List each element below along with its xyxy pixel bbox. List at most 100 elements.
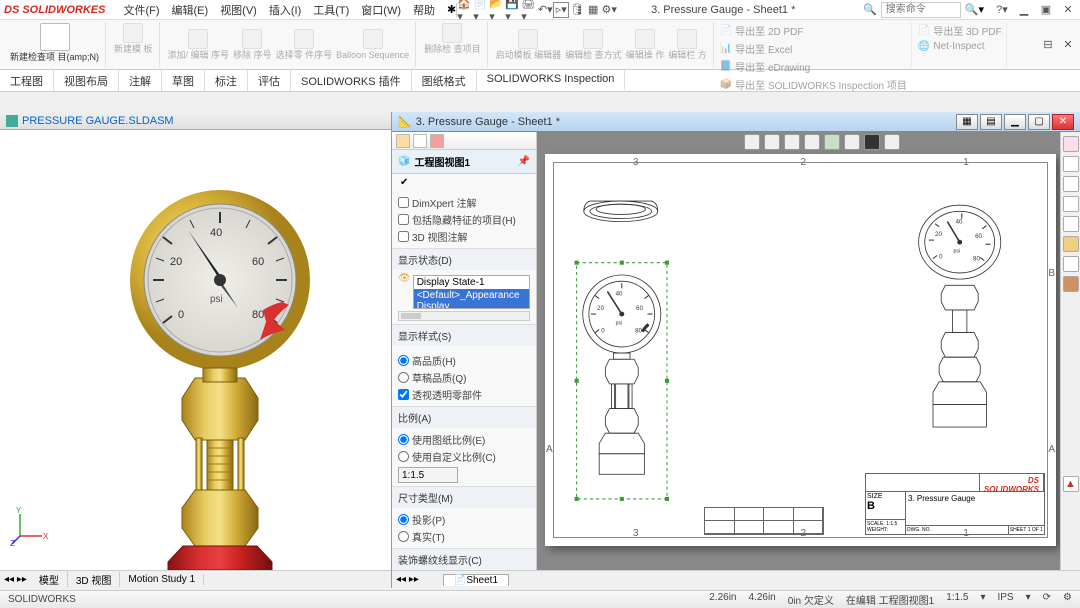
tab-3dview[interactable]: 3D 视图 (68, 572, 121, 587)
new-doc-icon[interactable]: 📄▾ (473, 2, 489, 18)
search-box[interactable]: 🔍 🔍▾ (863, 2, 984, 18)
ribbon-delete-inspection[interactable]: 删除检 查项目 (422, 22, 483, 55)
settings-icon[interactable]: ⚙▾ (601, 2, 617, 18)
tp-file-explorer-icon[interactable] (1063, 196, 1079, 212)
select-icon[interactable]: ▹▾ (553, 2, 569, 18)
tp-collapse-icon[interactable]: ▲ (1063, 476, 1079, 492)
hide-show-icon[interactable] (864, 134, 880, 150)
open-icon[interactable]: 📂▾ (489, 2, 505, 18)
tab-evaluate[interactable]: 评估 (248, 70, 291, 91)
pm-icon3[interactable] (430, 134, 444, 148)
tab-view-layout[interactable]: 视图布局 (54, 70, 119, 91)
ribbon-close-icon[interactable]: ✕ (1060, 37, 1076, 53)
tp-custom-props-icon[interactable] (1063, 256, 1079, 272)
menu-file[interactable]: 文件(F) (117, 2, 165, 18)
save-icon[interactable]: 💾▾ (505, 2, 521, 18)
status-scale: 1:1.5 (946, 592, 968, 607)
radio-draft[interactable] (398, 372, 409, 383)
radio-hq[interactable] (398, 355, 409, 366)
pm-icon1[interactable] (396, 134, 410, 148)
svg-text:40: 40 (956, 219, 963, 226)
menu-view[interactable]: 视图(V) (214, 2, 263, 18)
tp-appearances-icon[interactable] (1063, 236, 1079, 252)
menu-help[interactable]: 帮助 (407, 2, 441, 18)
restore-icon[interactable]: ▣ (1038, 2, 1054, 18)
view-triad[interactable]: Y X Z (10, 506, 50, 546)
svg-text:60: 60 (636, 305, 643, 312)
sheet-tab-1[interactable]: 📄Sheet1 (443, 574, 509, 586)
radio-true[interactable] (398, 531, 409, 542)
menu-window[interactable]: 窗口(W) (355, 2, 407, 18)
zoom-fit-icon[interactable] (744, 134, 760, 150)
ribbon-remove-balloon[interactable]: 移除 序号 (231, 28, 274, 61)
menu-insert[interactable]: 插入(I) (263, 2, 307, 18)
status-x: 2.26in (709, 592, 736, 607)
tp-resources-icon[interactable] (1063, 156, 1079, 172)
minimize-icon[interactable]: ▁ (1016, 2, 1032, 18)
prev-view-icon[interactable] (784, 134, 800, 150)
tab-annotation[interactable]: 注解 (119, 70, 162, 91)
chk-perspective[interactable] (398, 389, 409, 400)
menu-edit[interactable]: 编辑(E) (166, 2, 215, 18)
zoom-area-icon[interactable] (764, 134, 780, 150)
drawing-canvas[interactable]: 3 2 1 3 2 1 B A A (537, 132, 1080, 570)
help-icon[interactable]: ?▾ (994, 2, 1010, 18)
menu-tools[interactable]: 工具(T) (307, 2, 355, 18)
display-style-icon[interactable] (844, 134, 860, 150)
tab-model[interactable]: 模型 (31, 572, 68, 587)
ribbon-edit-method[interactable]: 编辑检 查方式 (563, 28, 624, 61)
tp-home-icon[interactable] (1063, 136, 1079, 152)
appearance-icon[interactable] (884, 134, 900, 150)
ribbon-new-template[interactable]: 新建模 板 (112, 22, 155, 55)
display-state-list[interactable]: Display State-1 <Default>_Appearance Dis… (413, 275, 530, 309)
options-icon[interactable]: ▦ (585, 2, 601, 18)
radio-sheet-scale[interactable] (398, 434, 409, 445)
tab-markup[interactable]: 标注 (205, 70, 248, 91)
tab-addins[interactable]: SOLIDWORKS 插件 (291, 70, 412, 91)
model-view[interactable]: 0 20 40 60 80 psi (0, 130, 391, 570)
section-icon[interactable] (804, 134, 820, 150)
mdi-maximize-icon[interactable]: ▢ (1028, 114, 1050, 130)
sheet-tabs: ◂◂ ▸▸ 📄Sheet1 (392, 570, 1080, 588)
chk-3dview[interactable] (398, 231, 409, 242)
undo-icon[interactable]: ↶▾ (537, 2, 553, 18)
chk-dimxpert[interactable] (398, 197, 409, 208)
pm-icon2[interactable] (413, 134, 427, 148)
radio-projected[interactable] (398, 514, 409, 525)
tab-motion-study[interactable]: Motion Study 1 (120, 574, 204, 585)
status-gear-icon[interactable]: ⚙ (1063, 592, 1072, 607)
tab-sketch[interactable]: 草图 (162, 70, 205, 91)
tab-drawing[interactable]: 工程图 (0, 70, 54, 91)
close-icon[interactable]: ✕ (1060, 2, 1076, 18)
ribbon-new-inspection[interactable]: 新建检查项 目(amp;N) (8, 22, 101, 63)
print-icon[interactable]: 🖨▾ (521, 2, 537, 18)
ribbon-add-balloon[interactable]: 添加/ 编辑 序号 (166, 28, 232, 61)
ribbon-edit-op[interactable]: 编辑操 作 (624, 28, 667, 61)
ribbon-edit-col[interactable]: 编辑栏 方 (666, 28, 709, 61)
search-input[interactable] (881, 2, 961, 18)
pm-ok-icon[interactable]: ✔ (400, 177, 408, 188)
mdi-tile-icon[interactable]: ▦ (956, 114, 978, 130)
mdi-close-icon[interactable]: ✕ (1052, 114, 1074, 130)
property-manager: 🧊工程图视图1 📌 ✔ DimXpert 注解 包括隐藏特征的项目(H) 3D … (392, 132, 537, 570)
tab-sheet-format[interactable]: 图纸格式 (412, 70, 477, 91)
scale-value[interactable]: 1:1.5 (398, 467, 458, 483)
mdi-minimize-icon[interactable]: ▁ (1004, 114, 1026, 130)
sec-display-state: 显示状态(D) (392, 249, 536, 270)
radio-custom-scale[interactable] (398, 451, 409, 462)
tp-design-lib-icon[interactable] (1063, 176, 1079, 192)
rebuild-icon[interactable]: 🛢 (569, 2, 585, 18)
tp-forum-icon[interactable] (1063, 276, 1079, 292)
sec-display-style: 显示样式(S) (392, 325, 536, 346)
tab-inspection[interactable]: SOLIDWORKS Inspection (477, 70, 626, 91)
ribbon-select-balloon[interactable]: 选择零 件序号 (274, 28, 335, 61)
rotate-icon[interactable] (824, 134, 840, 150)
status-rebuild-icon[interactable]: ⟳ (1043, 592, 1051, 607)
chk-hidden[interactable] (398, 214, 409, 225)
mdi-tile2-icon[interactable]: ▤ (980, 114, 1002, 130)
tp-view-palette-icon[interactable] (1063, 216, 1079, 232)
ribbon-collapse-icon[interactable]: ⊟ (1040, 37, 1056, 53)
ribbon-balloon-seq[interactable]: Balloon Sequence (334, 28, 411, 61)
new-icon[interactable]: 🏠▾ (457, 2, 473, 18)
ribbon-template-editor[interactable]: 启动模板 编辑器 (494, 28, 564, 61)
